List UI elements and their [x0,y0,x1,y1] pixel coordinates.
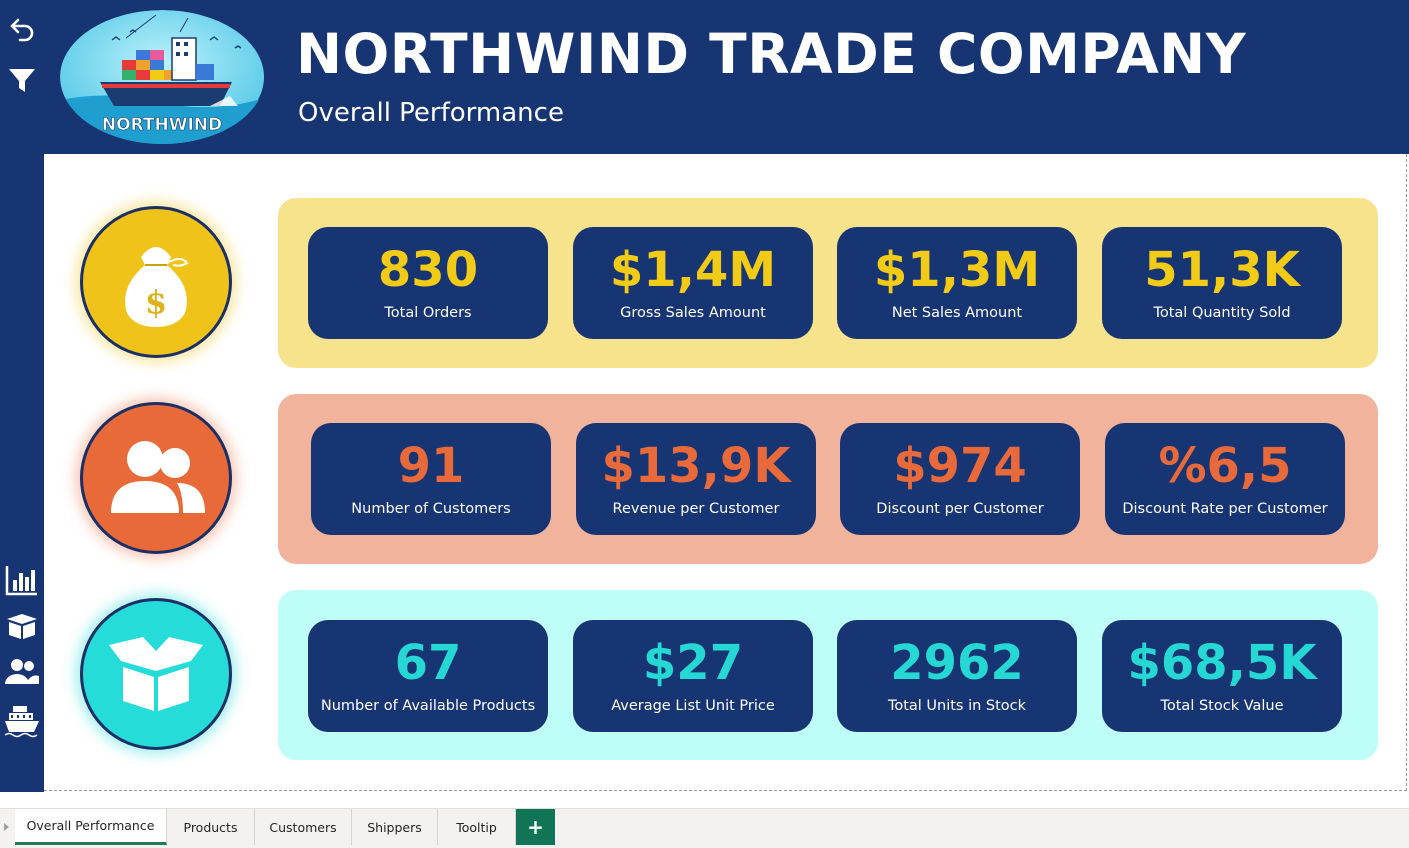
kpi-card-average-unit-price[interactable]: $27 Average List Unit Price [573,620,813,732]
box-icon[interactable] [2,608,42,644]
kpi-value: $1,4M [609,242,777,298]
kpi-card-discount-per-customer[interactable]: $974 Discount per Customer [840,423,1080,535]
scroll-left-icon[interactable] [4,823,9,831]
kpi-card-number-of-customers[interactable]: 91 Number of Customers [311,423,551,535]
back-arrow-icon[interactable] [2,10,42,46]
tab-customers[interactable]: Customers [255,809,352,845]
kpi-value: %6,5 [1158,438,1292,494]
kpi-value: 2962 [890,635,1024,691]
page-subtitle: Overall Performance [298,98,564,128]
header-banner: NORTHWIND NORTHWIND TRADE COMPANY Overal… [44,0,1409,154]
tab-tooltip[interactable]: Tooltip [438,809,516,845]
kpi-card-stock-value[interactable]: $68,5K Total Stock Value [1102,620,1342,732]
kpi-label: Discount per Customer [876,501,1044,517]
kpi-value: $974 [893,438,1027,494]
money-bag-icon: $ [80,206,232,358]
kpi-value: $68,5K [1127,635,1317,691]
tab-shippers[interactable]: Shippers [352,809,438,845]
kpi-label: Number of Available Products [320,698,536,714]
kpi-label: Discount Rate per Customer [1122,501,1328,517]
kpi-card-available-products[interactable]: 67 Number of Available Products [308,620,548,732]
kpi-card-quantity-sold[interactable]: 51,3K Total Quantity Sold [1102,227,1342,339]
kpi-label: Net Sales Amount [891,305,1023,321]
kpi-label: Revenue per Customer [612,501,780,517]
svg-text:$: $ [145,283,167,321]
ship-icon[interactable] [2,702,42,738]
tab-overall-performance[interactable]: Overall Performance [15,809,167,845]
kpi-label: Total Stock Value [1160,698,1284,714]
bar-chart-icon[interactable] [2,562,42,598]
kpi-label: Total Units in Stock [887,698,1027,714]
svg-text:NORTHWIND: NORTHWIND [102,115,222,135]
customers-icon [80,402,232,554]
kpi-value: $13,9K [601,438,791,494]
kpi-value: 91 [397,438,465,494]
kpi-value: 830 [377,242,479,298]
kpi-label: Total Orders [384,305,472,321]
add-page-button[interactable]: + [516,809,555,845]
page-title: NORTHWIND TRADE COMPANY [296,22,1247,86]
kpi-card-total-orders[interactable]: 830 Total Orders [308,227,548,339]
kpi-card-gross-sales[interactable]: $1,4M Gross Sales Amount [573,227,813,339]
filter-icon[interactable] [2,62,42,98]
kpi-card-discount-rate[interactable]: %6,5 Discount Rate per Customer [1105,423,1345,535]
page-tab-bar: Overall Performance Products Customers S… [0,808,1409,848]
kpi-card-net-sales[interactable]: $1,3M Net Sales Amount [837,227,1077,339]
left-sidebar [0,0,44,792]
kpi-card-units-in-stock[interactable]: 2962 Total Units in Stock [837,620,1077,732]
customers-icon[interactable] [2,654,42,690]
open-box-icon [80,598,232,750]
kpi-value: $27 [642,635,744,691]
kpi-value: $1,3M [873,242,1041,298]
kpi-label: Average List Unit Price [611,698,775,714]
kpi-card-revenue-per-customer[interactable]: $13,9K Revenue per Customer [576,423,816,535]
kpi-label: Number of Customers [351,501,511,517]
kpi-label: Total Quantity Sold [1153,305,1291,321]
kpi-value: 51,3K [1144,242,1300,298]
kpi-value: 67 [394,635,462,691]
northwind-logo: NORTHWIND [60,10,265,144]
tab-products[interactable]: Products [167,809,255,845]
kpi-label: Gross Sales Amount [620,305,766,321]
